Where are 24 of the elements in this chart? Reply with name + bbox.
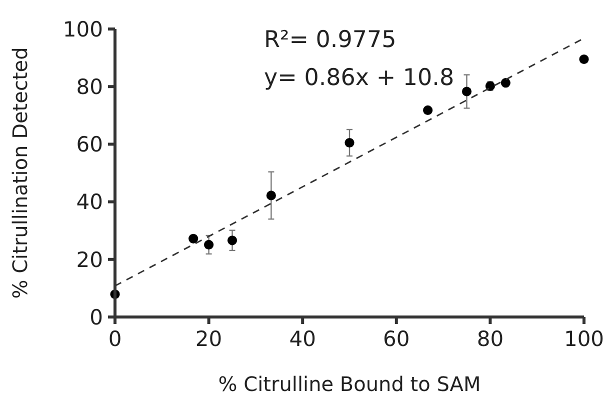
x-axis-title: % Citrulline Bound to SAM: [218, 372, 481, 396]
y-tick-label: 80: [76, 74, 103, 99]
y-tick-label: 20: [76, 248, 103, 272]
x-tick-label: 80: [476, 327, 504, 351]
point: [227, 236, 238, 246]
x-tick-label: 0: [108, 327, 122, 351]
x-tick-label: 40: [289, 327, 316, 351]
point: [423, 105, 433, 116]
y-tick-label: 40: [76, 190, 103, 214]
point: [266, 190, 276, 200]
annotation: R²= 0.9775: [264, 27, 396, 53]
point: [204, 240, 214, 250]
point: [344, 138, 354, 148]
x-tick-label: 60: [383, 327, 410, 351]
y-tick-label: 100: [62, 17, 103, 42]
y-tick-label: 60: [76, 132, 103, 157]
point: [579, 54, 589, 64]
y-tick-label: 0: [90, 305, 103, 330]
point: [462, 86, 472, 96]
y-axis-title: % Citrullination Detected: [8, 47, 32, 299]
annotation: y= 0.86x + 10.8: [264, 65, 454, 91]
x-tick-label: 100: [564, 327, 604, 351]
point: [500, 78, 510, 88]
x-tick-label: 20: [195, 327, 222, 351]
